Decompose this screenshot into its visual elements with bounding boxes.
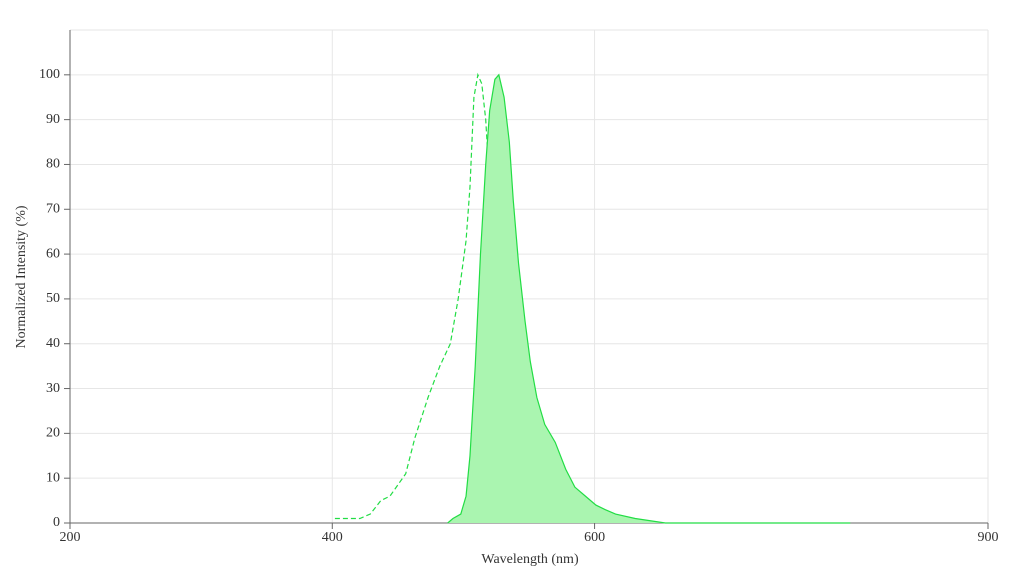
y-tick-label: 80	[46, 157, 60, 172]
y-tick-label: 10	[46, 470, 60, 485]
y-tick-label: 100	[39, 67, 60, 82]
y-tick-label: 60	[46, 246, 60, 261]
y-tick-label: 90	[46, 112, 60, 127]
y-tick-label: 20	[46, 426, 60, 441]
x-tick-label: 200	[60, 530, 81, 545]
x-tick-label: 400	[322, 530, 343, 545]
y-tick-label: 0	[53, 515, 60, 530]
area-line	[447, 73, 851, 524]
y-tick-label: 70	[46, 201, 60, 216]
y-tick-label: 30	[46, 381, 60, 396]
y-axis-label: Normalized Intensity (%)	[14, 205, 29, 348]
y-tick-label: 50	[46, 291, 60, 306]
y-tick-label: 40	[46, 336, 60, 351]
x-axis-label: Wavelength (nm)	[481, 552, 579, 567]
x-tick-label: 600	[584, 530, 605, 545]
x-tick-label: 900	[978, 530, 999, 545]
